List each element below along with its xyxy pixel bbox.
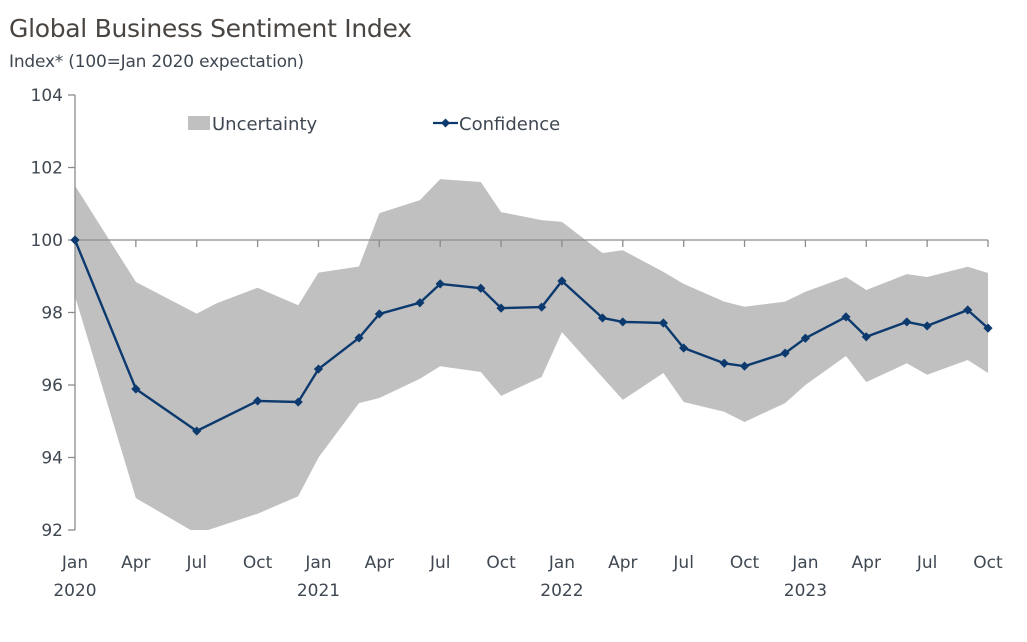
- x-tick-year-label: 2021: [297, 581, 340, 601]
- confidence-marker: [679, 343, 689, 353]
- x-tick-label: Jul: [916, 553, 938, 573]
- confidence-marker: [253, 396, 263, 406]
- confidence-marker: [719, 358, 729, 368]
- x-tick-label: Jan: [304, 553, 331, 573]
- chart-subtitle: Index* (100=Jan 2020 expectation): [9, 52, 304, 72]
- x-tick-year-label: 2022: [540, 581, 583, 601]
- confidence-marker: [374, 309, 384, 319]
- legend-confidence-label: Confidence: [459, 114, 560, 135]
- x-tick-label: Jul: [429, 553, 451, 573]
- confidence-line: [73, 239, 989, 433]
- confidence-marker: [618, 317, 628, 327]
- x-tick-label: Jan: [791, 553, 818, 573]
- x-tick-label: Apr: [365, 553, 394, 573]
- x-tick-label: Jan: [61, 553, 88, 573]
- confidence-marker: [496, 303, 506, 313]
- x-tick-label: Jan: [548, 553, 575, 573]
- x-tick-label: Jul: [672, 553, 694, 573]
- legend-uncertainty-swatch: [188, 116, 210, 130]
- y-tick-label: 94: [41, 449, 63, 469]
- confidence-marker: [557, 276, 567, 286]
- legend-uncertainty-label: Uncertainty: [212, 114, 318, 135]
- x-tick-label: Oct: [730, 553, 760, 573]
- confidence-marker: [841, 312, 851, 322]
- x-tick-year-label: 2023: [784, 581, 827, 601]
- confidence-marker: [293, 397, 303, 407]
- confidence-marker: [313, 364, 324, 374]
- confidence-marker: [415, 298, 425, 308]
- x-tick-year-label: 2020: [53, 581, 96, 601]
- y-tick-label: 100: [31, 231, 63, 251]
- confidence-marker: [861, 332, 871, 342]
- x-tick-label: Apr: [852, 553, 881, 573]
- y-tick-label: 92: [41, 521, 63, 541]
- confidence-marker: [922, 321, 932, 331]
- confidence-marker: [537, 302, 547, 312]
- confidence-marker: [131, 384, 141, 394]
- confidence-marker: [658, 318, 668, 328]
- confidence-marker: [70, 235, 80, 245]
- confidence-marker: [739, 361, 750, 371]
- y-tick-label: 96: [41, 376, 63, 396]
- x-tick-label: Apr: [121, 553, 150, 573]
- confidence-marker: [800, 333, 810, 343]
- confidence-marker: [476, 283, 486, 293]
- chart-title: Global Business Sentiment Index: [9, 14, 412, 43]
- legend-confidence-marker: [441, 118, 450, 128]
- x-tick-label: Oct: [243, 553, 273, 573]
- x-tick-label: Oct: [973, 553, 1003, 573]
- confidence-marker: [435, 279, 445, 289]
- y-tick-label: 104: [31, 86, 63, 106]
- confidence-marker: [780, 348, 790, 358]
- confidence-marker: [963, 305, 973, 315]
- confidence-marker: [597, 313, 608, 323]
- confidence-marker: [983, 323, 993, 333]
- x-tick-label: Apr: [608, 553, 637, 573]
- uncertainty-band: [75, 179, 988, 530]
- confidence-marker: [354, 333, 364, 343]
- confidence-marker: [192, 426, 202, 436]
- x-tick-label: Oct: [486, 553, 516, 573]
- y-tick-label: 102: [31, 159, 63, 179]
- x-tick-label: Jul: [185, 553, 207, 573]
- y-tick-label: 98: [41, 304, 63, 324]
- confidence-marker: [902, 317, 912, 327]
